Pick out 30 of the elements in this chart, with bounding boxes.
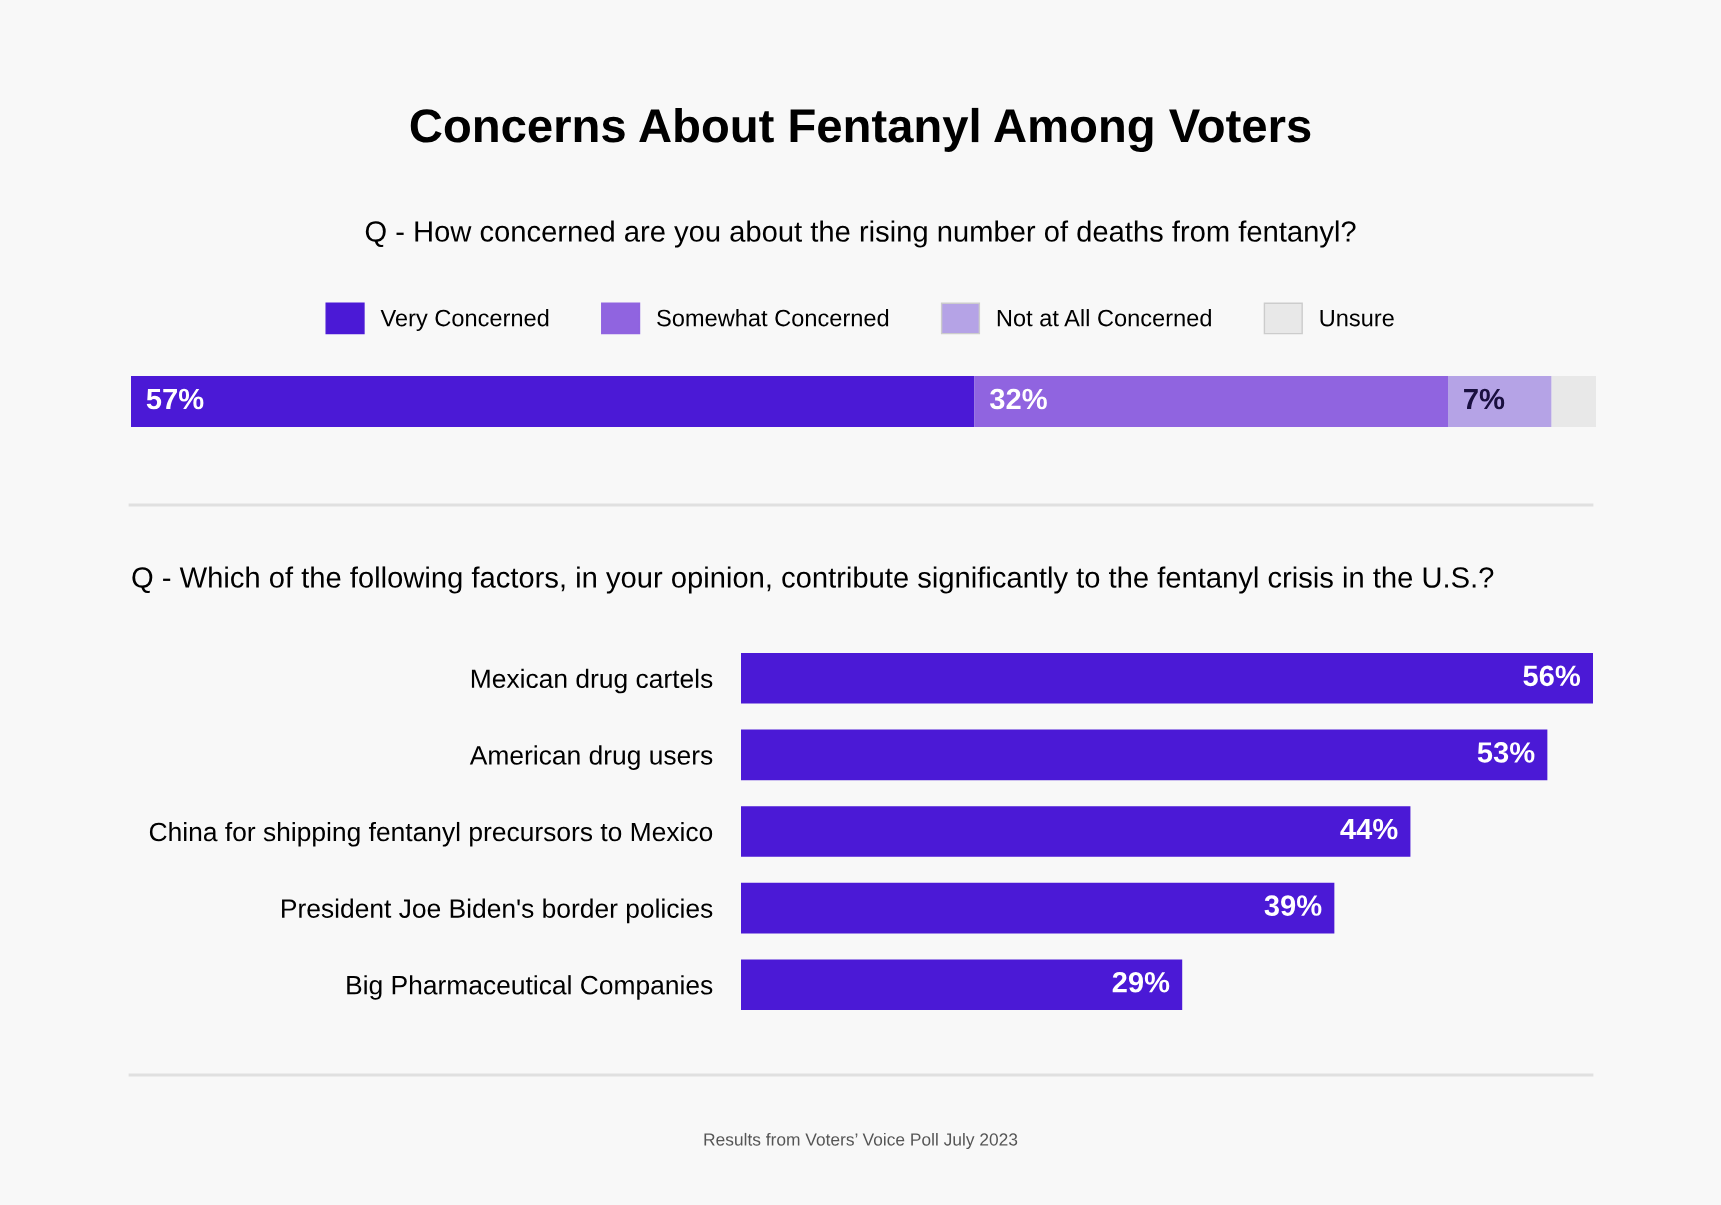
y-tick-label: Big Pharmaceutical Companies bbox=[347, 975, 713, 1000]
chart-title: Q - Which of the following factors, in your opinion, contribute significantly to the fentanyl crisis in the U.S.? bbox=[132, 566, 1494, 594]
bar bbox=[741, 806, 1411, 857]
legend-label: Unsure bbox=[1320, 309, 1394, 327]
y-tick-label: China for shipping fentanyl precursors to Mexico bbox=[149, 821, 713, 847]
data-label: 7% bbox=[1464, 388, 1505, 410]
chart-subtitle: Q - How concerned are you about the rising number of deaths from fentanyl? bbox=[365, 220, 1356, 248]
legend-label: Very Concerned bbox=[380, 309, 549, 332]
data-label: 56% bbox=[1523, 665, 1581, 687]
bar bbox=[1551, 376, 1596, 427]
chart-title: Concerns About Fentanyl Among Voters bbox=[410, 107, 1311, 153]
bar bbox=[741, 729, 1548, 781]
bar bbox=[741, 653, 1593, 704]
bar bbox=[974, 376, 1449, 427]
data-label: 29% bbox=[1112, 971, 1170, 993]
y-tick-label: President Joe Biden's border policies bbox=[282, 898, 713, 924]
legend-label: Not at All Concerned bbox=[997, 309, 1211, 327]
data-label: 32% bbox=[989, 388, 1047, 410]
data-label: 44% bbox=[1340, 818, 1398, 840]
legend-label: Somewhat Concerned bbox=[657, 309, 889, 327]
bar bbox=[741, 882, 1335, 934]
bar bbox=[741, 959, 1183, 1010]
bar bbox=[131, 376, 975, 427]
data-label: 57% bbox=[146, 388, 204, 410]
y-tick-label: Mexican drug cartels bbox=[471, 668, 713, 694]
y-tick-label: American drug users bbox=[469, 745, 713, 770]
data-label: 39% bbox=[1264, 895, 1322, 916]
data-label: 53% bbox=[1477, 742, 1535, 763]
text: Results from Voters’ Voice Poll July 2023 bbox=[704, 1132, 1018, 1150]
bar bbox=[1448, 376, 1552, 427]
